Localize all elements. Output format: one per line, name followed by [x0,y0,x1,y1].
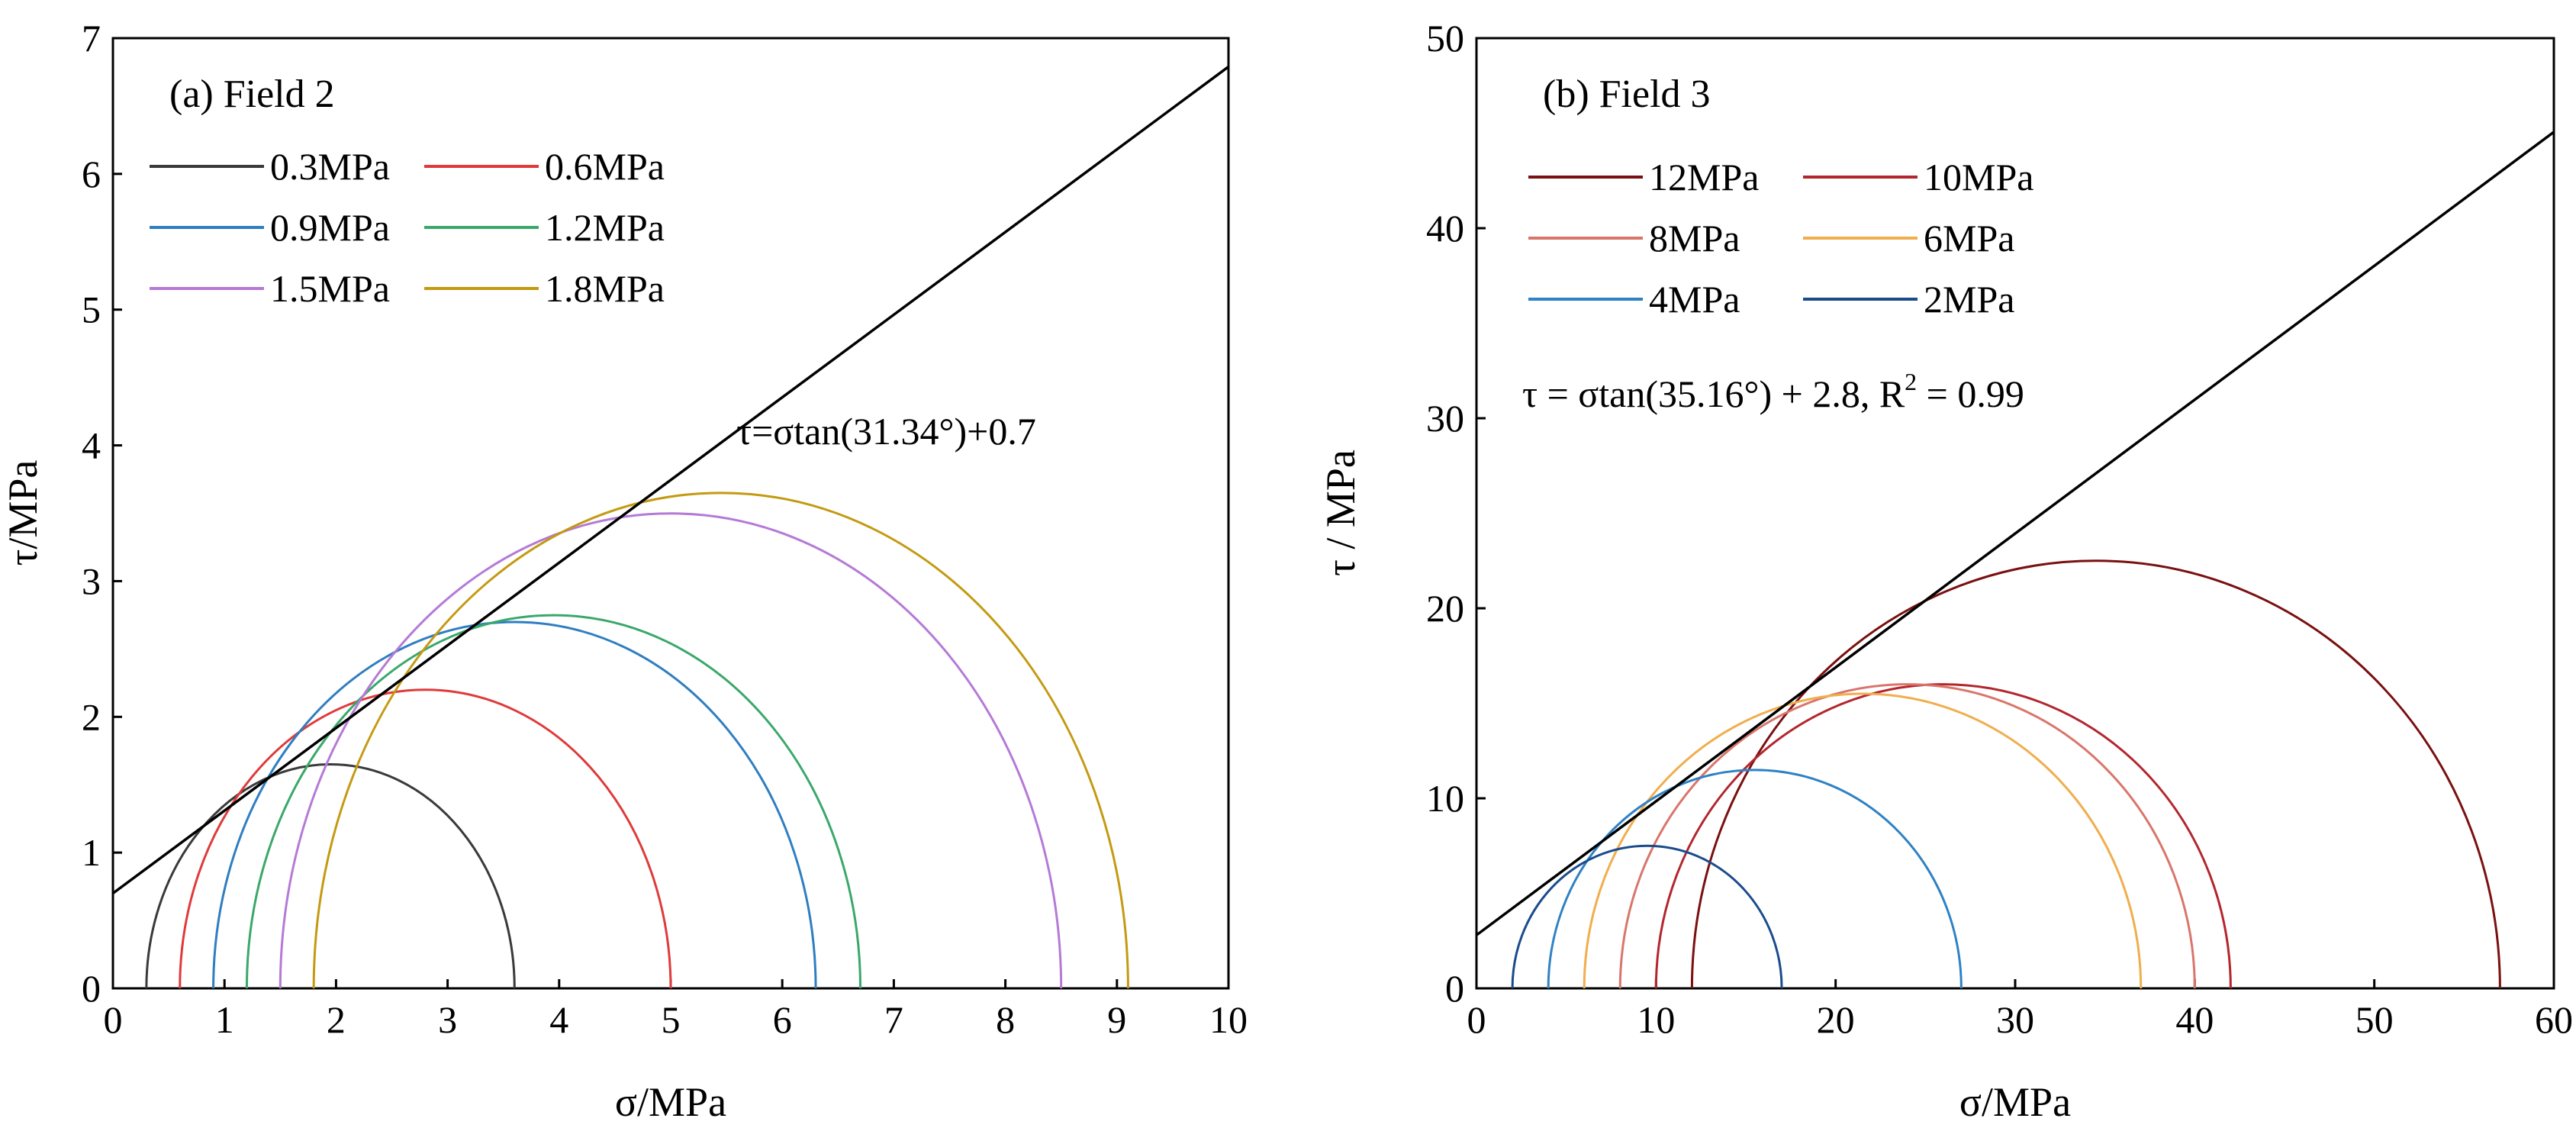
panel-a-x-tick-label: 5 [662,998,681,1041]
panel-b-failure-envelope [1476,131,2554,936]
panel-b-x-tick-label: 60 [2535,998,2573,1041]
legend-label-0.9MPa: 0.9MPa [270,206,390,249]
legend-label-8MPa: 8MPa [1649,217,1740,259]
legend-label-2MPa: 2MPa [1924,278,2014,321]
panel-b-y-tick-label: 0 [1445,967,1464,1010]
panel-b-eq-main: τ = σtan(35.16°) + 2.8, R [1522,372,1905,415]
panel-b-x-tick-label: 40 [2175,998,2214,1041]
panel-a-x-tick-label: 3 [438,998,457,1041]
panel-a-mohr-circle-0.6MPa [179,688,672,988]
panel-a-y-tick-label: 3 [82,559,101,602]
panel-a-mohr-circle-0.3MPa [145,763,516,988]
panel-a-x-tick-label: 4 [549,998,568,1041]
legend-label-1.5MPa: 1.5MPa [270,267,390,310]
panel-b-y-tick-label: 10 [1426,777,1464,820]
panel-a-y-tick-label: 7 [82,17,101,60]
panel-b-mohr-circle-10MPa [1654,683,2232,988]
panel-a-x-tick-label: 2 [327,998,346,1041]
panel-b-field-3: 0 10 20 30 40 50 60 0 10 20 30 40 50 12MPa 10MPa 8MPa 6… [1318,17,2573,1125]
panel-a-x-tick-label: 9 [1107,998,1126,1041]
panel-b-y-tick-label: 50 [1426,17,1464,60]
panel-a-mohr-circle-1.8MPa [312,491,1129,988]
panel-b-y-tick-label: 30 [1426,397,1464,440]
panel-b-mohr-circle-2MPa [1511,844,1783,988]
legend-label-10MPa: 10MPa [1924,156,2033,198]
panel-a-y-tick-label: 5 [82,288,101,331]
panel-b-y-tick-label: 40 [1426,207,1464,250]
panel-a-x-tick-label: 10 [1209,998,1248,1041]
panel-a-x-tick-label: 7 [884,998,903,1041]
panel-a-y-axis-label: τ/MPa [0,460,46,566]
legend-label-1.8MPa: 1.8MPa [545,267,665,310]
panel-b-legend: 12MPa 10MPa 8MPa 6MPa 4MPa 2MPa [1528,156,2033,321]
panel-b-title: (b) Field 3 [1543,73,1711,116]
panel-b-x-tick-label: 0 [1467,998,1486,1041]
panel-a-mohr-circle-0.9MPa [212,620,817,988]
panel-b-mohr-circle-4MPa [1547,769,1963,988]
panel-b-x-tick-label: 20 [1817,998,1855,1041]
panel-b-envelope-equation: τ = σtan(35.16°) + 2.8, R2 = 0.99 [1522,368,2024,415]
panel-a-y-tick-label: 1 [82,831,101,874]
panel-b-eq-sup: 2 [1905,368,1917,395]
panel-a-envelope-equation: τ=σtan(31.34°)+0.7 [736,410,1036,453]
panel-b-x-tick-label: 30 [1996,998,2034,1041]
legend-label-12MPa: 12MPa [1649,156,1759,198]
legend-label-4MPa: 4MPa [1649,278,1740,321]
legend-label-6MPa: 6MPa [1924,217,2014,259]
panel-b-mohr-circle-12MPa [1690,559,2501,988]
panel-b-eq-end: = 0.99 [1917,372,2024,415]
panel-a-x-axis-label: σ/MPa [615,1079,726,1125]
panel-b-mohr-circle-6MPa [1584,694,2141,988]
panel-a-y-tick-label: 0 [82,967,101,1010]
panel-a-x-tick-label: 1 [215,998,234,1041]
panel-a-y-tick-label: 2 [82,695,101,738]
legend-label-0.3MPa: 0.3MPa [270,145,390,188]
panel-a-mohr-circle-1.5MPa [279,512,1063,988]
panel-b-mohr-circle-8MPa [1620,685,2194,988]
panel-a-legend: 0.3MPa 0.6MPa 0.9MPa 1.2MPa 1.5MPa 1.8MPa [150,145,665,310]
legend-label-1.2MPa: 1.2MPa [545,206,665,249]
panel-a-y-tick-label: 4 [82,424,101,467]
panel-b-y-tick-label: 20 [1426,587,1464,630]
panel-b-x-tick-label: 50 [2355,998,2394,1041]
panel-b-x-axis-label: σ/MPa [1959,1079,2071,1125]
panel-b-y-axis-label: τ / MPa [1318,450,1364,576]
legend-label-0.6MPa: 0.6MPa [545,145,665,188]
panel-a-x-tick-label: 8 [996,998,1015,1041]
panel-a-y-tick-label: 6 [82,153,101,195]
panel-a-x-tick-label: 6 [773,998,792,1041]
panel-b-x-tick-label: 10 [1637,998,1675,1041]
panel-a-field-2: 0 1 2 3 4 5 6 7 8 9 10 0 1 2 3 4 5 6 7 0.3MPa 0.6MPa 0.9MPa 1… [0,17,1248,1125]
panel-a-x-tick-label: 0 [104,998,123,1041]
panel-a-failure-envelope [113,66,1228,894]
panel-a-title: (a) Field 2 [169,73,335,116]
panel-a-mohr-circle-1.2MPa [245,614,862,988]
